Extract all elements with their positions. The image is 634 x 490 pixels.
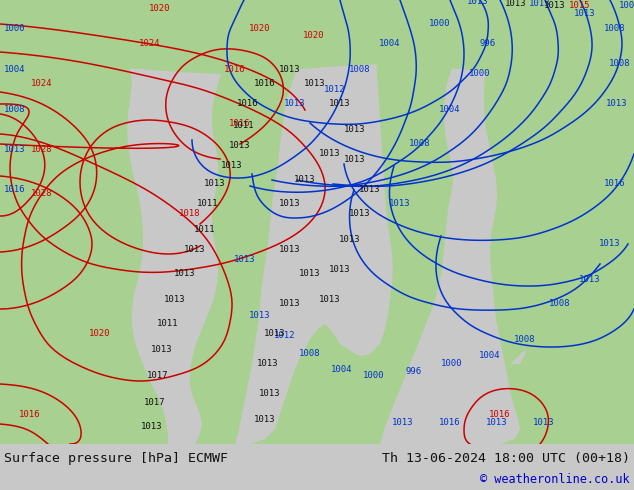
Text: 1016: 1016 [4, 185, 26, 194]
Text: 1013: 1013 [304, 79, 326, 89]
Text: 1013: 1013 [467, 0, 489, 6]
Text: Th 13-06-2024 18:00 UTC (00+18): Th 13-06-2024 18:00 UTC (00+18) [382, 452, 630, 465]
Text: 1011: 1011 [233, 122, 255, 130]
Text: 1008: 1008 [514, 335, 536, 343]
Text: © weatheronline.co.uk: © weatheronline.co.uk [481, 473, 630, 487]
Text: 1013: 1013 [320, 149, 340, 158]
Text: 996: 996 [406, 368, 422, 376]
Text: 1013: 1013 [204, 179, 226, 189]
Text: 1016: 1016 [224, 65, 246, 74]
Text: 1020: 1020 [303, 31, 325, 41]
Text: 1020: 1020 [149, 4, 171, 14]
Text: 1013: 1013 [344, 124, 366, 133]
Text: 1013: 1013 [486, 417, 508, 426]
Text: 1020: 1020 [89, 329, 111, 339]
Text: 1004: 1004 [479, 351, 501, 361]
Text: 1000: 1000 [363, 371, 385, 381]
Text: 1016: 1016 [439, 417, 461, 426]
Text: 1008: 1008 [4, 104, 26, 114]
Text: 1024: 1024 [139, 40, 161, 49]
Text: 1004: 1004 [331, 365, 353, 373]
Text: 1013: 1013 [339, 235, 361, 244]
Text: 1000: 1000 [441, 360, 463, 368]
Text: 1012: 1012 [275, 332, 295, 341]
Text: 1000: 1000 [469, 70, 491, 78]
Text: 1016: 1016 [237, 99, 259, 108]
Text: 1013: 1013 [264, 329, 286, 339]
Text: 1013: 1013 [533, 417, 555, 426]
Text: 1013: 1013 [320, 294, 340, 303]
Text: 1013: 1013 [174, 270, 196, 278]
Text: 1000: 1000 [4, 24, 26, 33]
Polygon shape [0, 0, 634, 74]
Text: Surface pressure [hPa] ECMWF: Surface pressure [hPa] ECMWF [4, 452, 228, 465]
Text: 1020: 1020 [249, 24, 271, 33]
Text: 1011: 1011 [197, 199, 219, 209]
Text: 1024: 1024 [31, 79, 53, 89]
Text: 1008: 1008 [609, 59, 631, 69]
Text: 1013: 1013 [389, 199, 411, 209]
Text: 1013: 1013 [284, 99, 306, 108]
Text: 1013: 1013 [164, 294, 186, 303]
Polygon shape [0, 0, 634, 444]
Text: 1000: 1000 [429, 20, 451, 28]
Text: 1016: 1016 [489, 410, 511, 418]
Text: 1011: 1011 [157, 319, 179, 328]
Text: 1013: 1013 [279, 65, 301, 74]
Text: 1013: 1013 [279, 245, 301, 253]
Text: 1013: 1013 [257, 360, 279, 368]
Text: 1013: 1013 [392, 417, 414, 426]
Text: 1013: 1013 [152, 344, 172, 353]
Text: 1013: 1013 [606, 99, 628, 108]
Text: 1011: 1011 [194, 224, 216, 234]
Text: 1028: 1028 [31, 145, 53, 153]
Text: 1008: 1008 [604, 24, 626, 33]
Text: 1008: 1008 [299, 349, 321, 359]
Text: 1013: 1013 [529, 0, 551, 8]
Text: 1013: 1013 [4, 145, 26, 153]
Text: 1018: 1018 [179, 210, 201, 219]
Text: 1013: 1013 [299, 270, 321, 278]
Text: 1004: 1004 [379, 40, 401, 49]
Text: 1008: 1008 [619, 1, 634, 10]
Text: 1013: 1013 [184, 245, 206, 253]
Text: 1013: 1013 [349, 210, 371, 219]
Text: 1008: 1008 [349, 65, 371, 74]
Text: 1017: 1017 [145, 397, 165, 407]
Text: 1013: 1013 [344, 154, 366, 164]
Text: 1013: 1013 [574, 9, 596, 19]
Text: 1013: 1013 [249, 312, 271, 320]
Text: 1012: 1012 [324, 84, 346, 94]
Text: 1013: 1013 [141, 421, 163, 431]
Text: 1013: 1013 [329, 265, 351, 273]
Text: 1013: 1013 [359, 185, 381, 194]
Text: 1015: 1015 [569, 1, 591, 10]
Text: 1013: 1013 [544, 1, 566, 10]
Text: 1016: 1016 [604, 179, 626, 189]
Text: 1013: 1013 [234, 254, 256, 264]
Text: 1013: 1013 [259, 390, 281, 398]
Text: 1028: 1028 [31, 190, 53, 198]
Text: 996: 996 [480, 40, 496, 49]
Text: 1016: 1016 [230, 120, 251, 128]
Text: 1008: 1008 [410, 140, 430, 148]
Text: 1017: 1017 [147, 371, 169, 381]
Text: 1004: 1004 [439, 104, 461, 114]
Text: 1013: 1013 [505, 0, 527, 8]
Text: 1008: 1008 [549, 299, 571, 309]
Text: 1016: 1016 [19, 410, 41, 418]
Text: 1013: 1013 [294, 174, 316, 183]
Text: 1004: 1004 [4, 65, 26, 74]
Text: 1013: 1013 [279, 299, 301, 309]
Text: 1013: 1013 [254, 415, 276, 423]
Text: 1013: 1013 [221, 162, 243, 171]
Text: 1013: 1013 [599, 240, 621, 248]
Text: 1013: 1013 [230, 142, 251, 150]
Text: 1016: 1016 [254, 79, 276, 89]
Text: 1013: 1013 [579, 274, 601, 284]
Text: 1013: 1013 [329, 99, 351, 108]
Text: 1013: 1013 [279, 199, 301, 209]
